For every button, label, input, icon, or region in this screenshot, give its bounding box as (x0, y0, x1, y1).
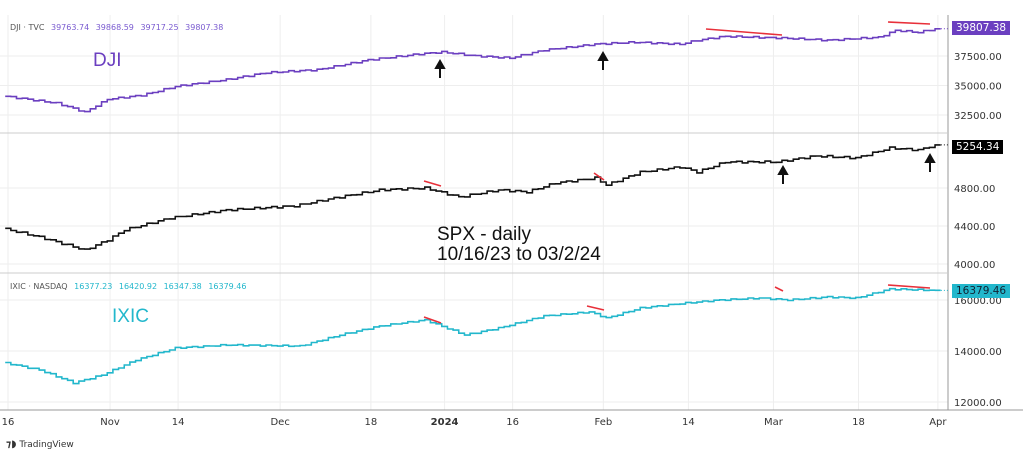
ixic-low: 16347.38 (163, 282, 202, 291)
price-tick-label: 14000.00 (954, 347, 1002, 358)
trend-line (423, 316, 442, 324)
ixic-symbol: IXIC · NASDAQ (10, 282, 68, 291)
price-tick-label: 37500.00 (954, 52, 1002, 63)
dji-symbol: DJI · TVC (10, 23, 45, 32)
red-trend-lines (423, 21, 931, 324)
ixic-last-price-badge: 16379.46 (952, 284, 1011, 298)
spx-annotation-range: 10/16/23 to 03/2/24 (437, 244, 601, 265)
arrows (434, 50, 936, 184)
ixic-annotation: IXIC (112, 306, 149, 327)
ixic-open: 16377.23 (74, 282, 113, 291)
trend-line (774, 286, 784, 292)
time-tick-label: 18 (852, 417, 865, 428)
spx-annotation: SPX - daily 10/16/23 to 03/2/24 (437, 225, 601, 265)
ixic-close: 16379.46 (208, 282, 247, 291)
time-tick-label: 16 (2, 417, 15, 428)
time-tick-label: 14 (682, 417, 695, 428)
time-tick-label: 2024 (431, 417, 459, 428)
trend-line (593, 172, 605, 181)
dji-series-line (5, 28, 941, 113)
trend-line (887, 21, 931, 25)
up-arrow-icon (924, 152, 936, 172)
tradingview-icon: ⁊◗ (6, 439, 17, 450)
price-tick-label: 35000.00 (954, 82, 1002, 93)
price-tick-label: 4000.00 (954, 260, 995, 271)
dji-high: 39868.59 (95, 23, 134, 32)
time-tick-label: Apr (929, 417, 947, 428)
time-tick-label: 18 (365, 417, 378, 428)
dji-legend[interactable]: DJI · TVC 39763.74 39868.59 39717.25 398… (10, 23, 223, 32)
grid (0, 15, 948, 410)
ixic-legend[interactable]: IXIC · NASDAQ 16377.23 16420.92 16347.38… (10, 282, 246, 291)
series-layer (5, 28, 948, 385)
trend-line (887, 284, 931, 289)
up-arrow-icon (597, 50, 609, 70)
up-arrow-icon (777, 164, 789, 184)
trend-line (423, 180, 442, 187)
price-tick-label: 16000.00 (954, 296, 1002, 307)
tradingview-brand: TradingView (19, 439, 74, 450)
time-tick-label: Mar (764, 417, 784, 428)
time-tick-label: Dec (270, 417, 289, 428)
time-tick-label: Feb (594, 417, 612, 428)
ixic-high: 16420.92 (118, 282, 158, 291)
time-tick-label: 14 (172, 417, 185, 428)
tradingview-logo[interactable]: ⁊◗ TradingView (6, 439, 74, 450)
trend-line (705, 28, 783, 36)
dji-open: 39763.74 (51, 23, 90, 32)
time-tick-label: Nov (100, 417, 120, 428)
time-axis[interactable]: 16 Nov 14 Dec 18 2024 16 Feb 14 Mar 18 Apr (2, 417, 948, 428)
price-tick-label: 4400.00 (954, 222, 995, 233)
dji-close: 39807.38 (185, 23, 224, 32)
dji-annotation: DJI (93, 50, 122, 71)
price-tick-label: 32500.00 (954, 111, 1002, 122)
trend-line (586, 305, 605, 311)
spx-annotation-title: SPX - daily (437, 224, 531, 245)
price-tick-label: 4800.00 (954, 184, 995, 195)
spx-last-price-badge: 5254.34 (952, 140, 1004, 154)
dji-low: 39717.25 (140, 23, 179, 32)
ixic-series-line (5, 287, 941, 385)
price-tick-label: 12000.00 (954, 398, 1002, 409)
spx-series-line (5, 144, 941, 250)
dji-last-price-badge: 39807.38 (952, 21, 1011, 35)
time-tick-label: 16 (506, 417, 519, 428)
up-arrow-icon (434, 58, 446, 78)
price-axis[interactable]: 37500.00 35000.00 32500.00 4800.00 4400.00 40… (954, 52, 1002, 409)
